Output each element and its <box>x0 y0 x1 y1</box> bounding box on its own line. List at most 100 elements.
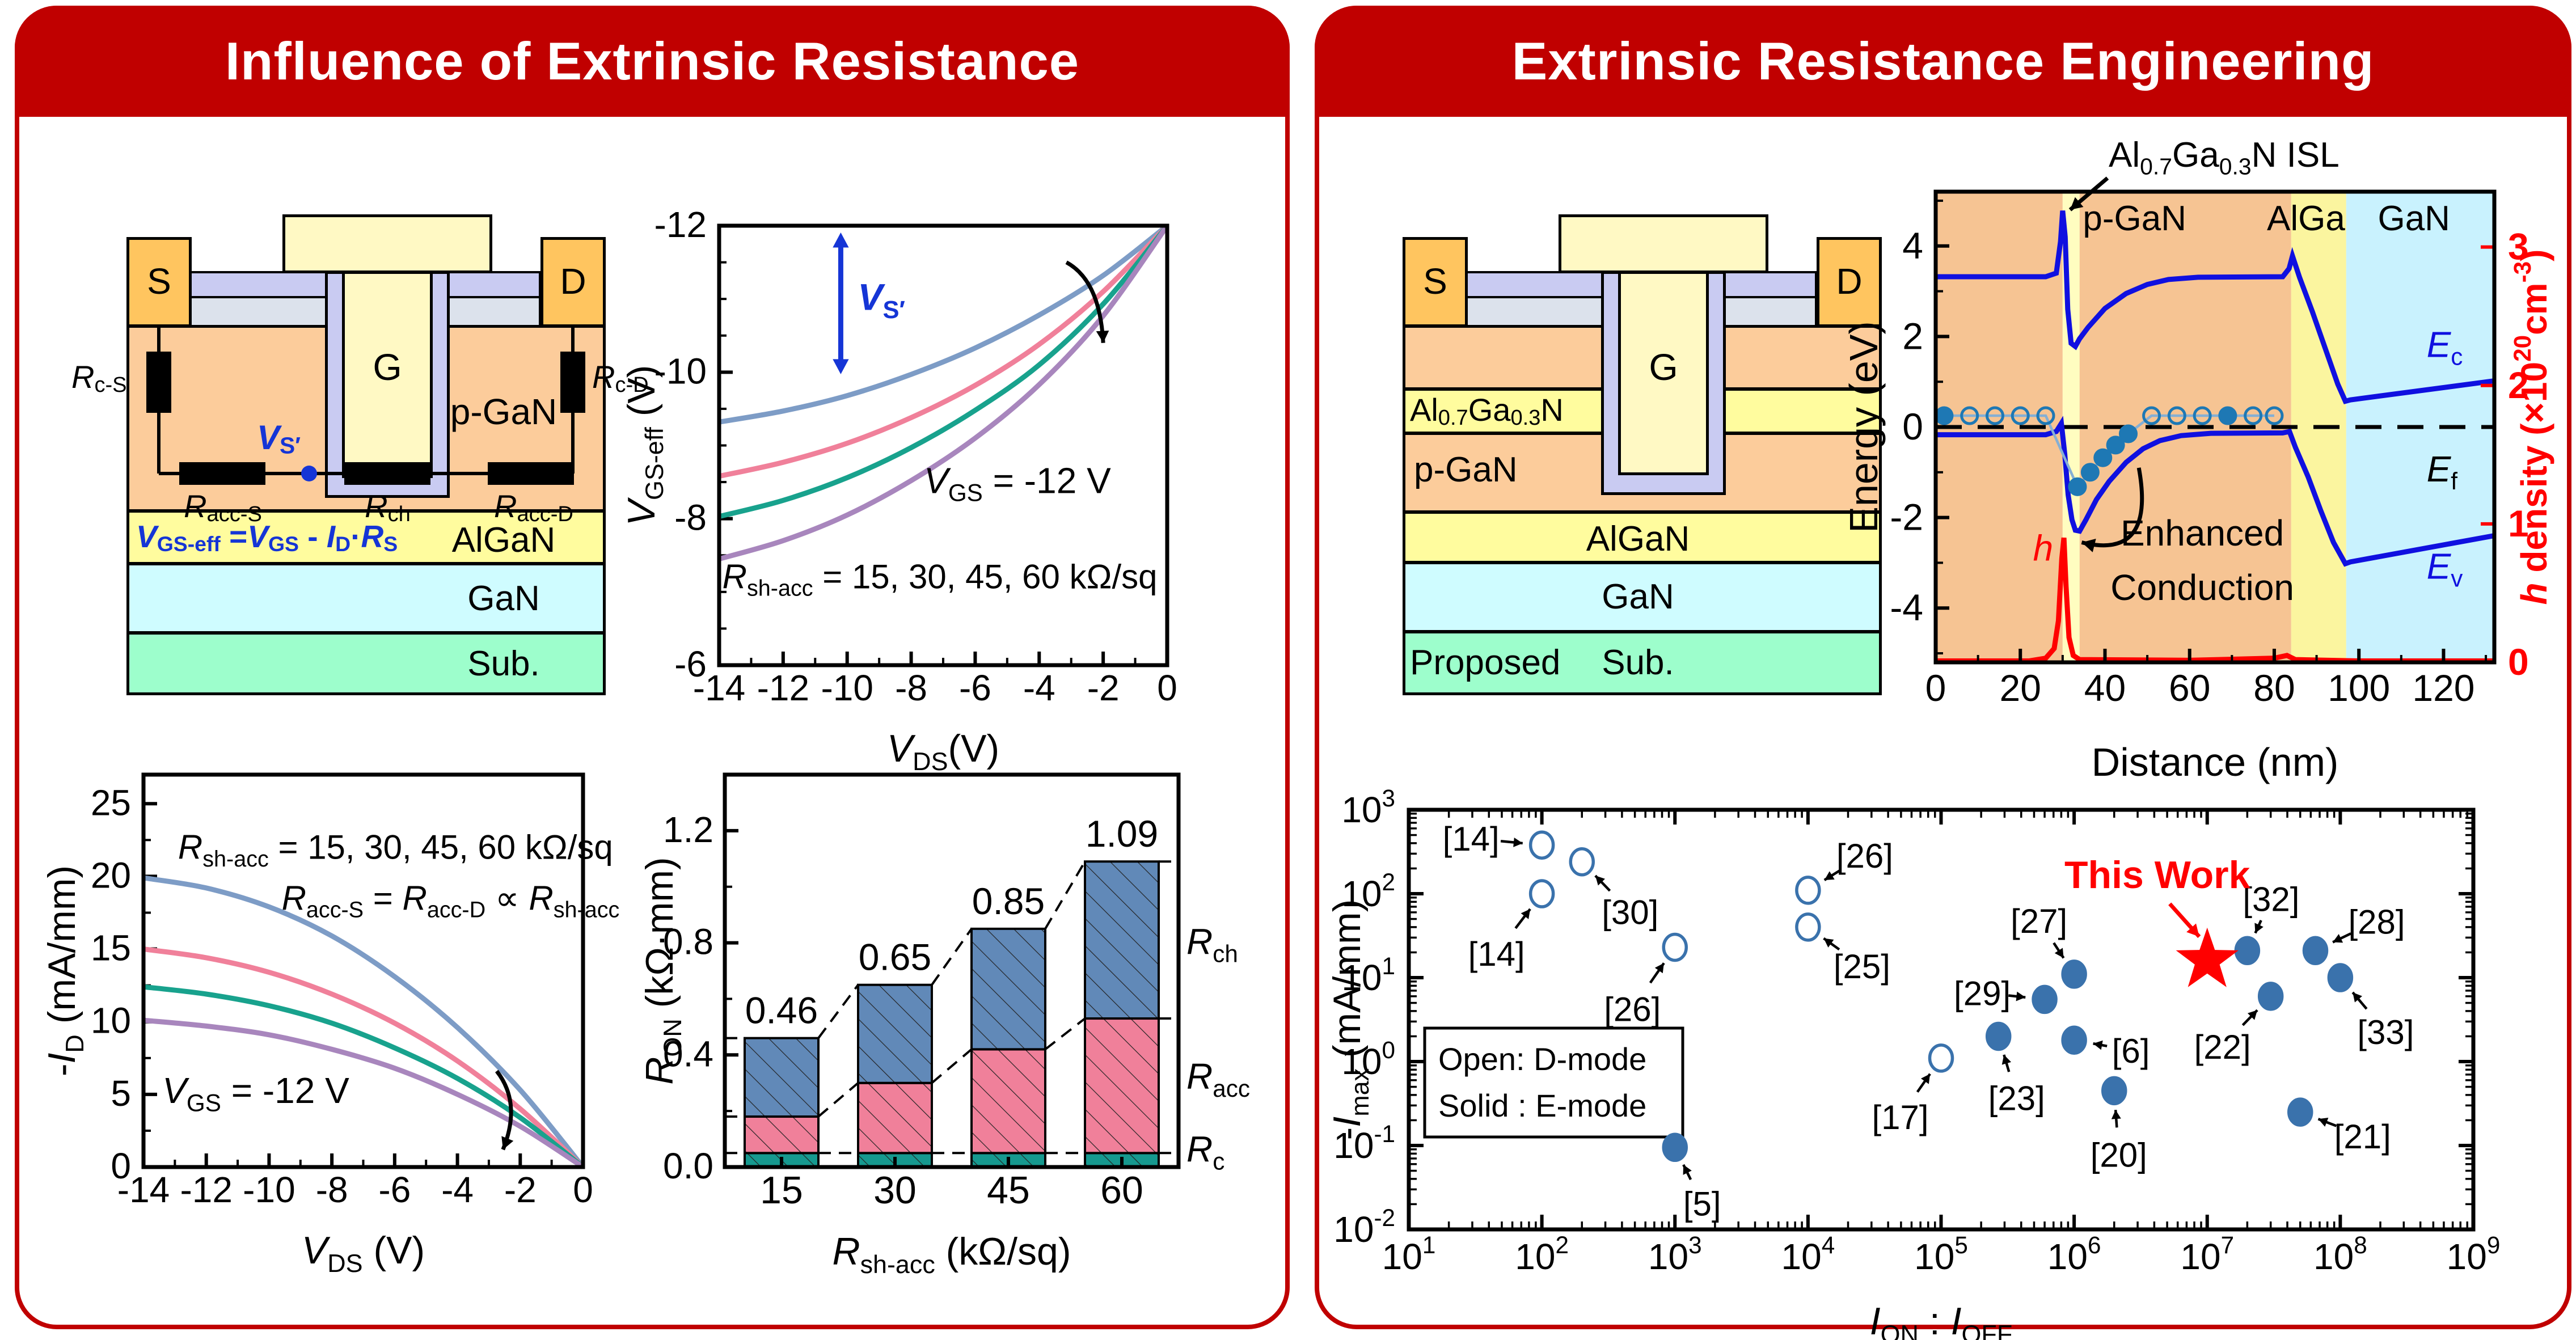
pgan-label: p-GaN <box>450 391 558 432</box>
svg-text:2: 2 <box>2508 364 2529 406</box>
resistor-rc-s <box>146 352 171 413</box>
scatter-point-[5] <box>1662 1132 1688 1163</box>
svg-text:[14]: [14] <box>1443 820 1500 858</box>
racc-d-label: Racc-D <box>494 488 573 527</box>
svg-text:Rsh-acc = 15, 30, 45, 60 kΩ/sq: Rsh-acc = 15, 30, 45, 60 kΩ/sq <box>723 557 1158 601</box>
svg-text:[26]: [26] <box>1604 990 1661 1028</box>
drain-contact <box>1817 237 1882 327</box>
svg-text:109: 109 <box>2447 1232 2501 1277</box>
svg-text:45: 45 <box>987 1169 1030 1212</box>
vgs-eff-equation: VGS-eff =VGS - ID·RS <box>136 519 398 556</box>
drain-label: D <box>560 261 586 302</box>
svg-text:-8: -8 <box>674 497 707 538</box>
scatter-point-[14] <box>1528 879 1555 908</box>
svg-text:60: 60 <box>1100 1169 1143 1212</box>
svg-text:0.65: 0.65 <box>859 936 931 978</box>
svg-text:Ef: Ef <box>2427 449 2458 494</box>
svg-text:25: 25 <box>91 782 131 823</box>
carrier-circle <box>2142 406 2161 425</box>
algan-label: AlGaN <box>451 521 556 560</box>
svg-text:[21]: [21] <box>2334 1118 2391 1156</box>
svg-text:101: 101 <box>1382 1232 1436 1277</box>
svg-text:Rc: Rc <box>1186 1128 1224 1174</box>
gate-label: G <box>1649 346 1678 388</box>
svg-text:[29]: [29] <box>1954 974 2011 1012</box>
svg-text:Rch: Rch <box>1186 921 1238 967</box>
panel-influence-title: Influence of Extrinsic Resistance <box>225 31 1080 91</box>
svg-text:15: 15 <box>760 1169 803 1212</box>
carrier-circle <box>1985 406 2004 425</box>
svg-text:Al0.7Ga0.3N ISL: Al0.7Ga0.3N ISL <box>2109 136 2339 180</box>
scatter-point-[29] <box>2032 984 2058 1014</box>
pgan-label: p-GaN <box>1414 450 1518 489</box>
svg-text:5: 5 <box>111 1073 131 1114</box>
sub-label: Sub. <box>1602 643 1674 682</box>
device-schematic-proposed: S D G Al0.7Ga0.3N p-GaN AlGaN GaN Propos… <box>1360 214 1916 696</box>
svg-text:[17]: [17] <box>1872 1098 1928 1136</box>
svg-text:p-GaN: p-GaN <box>2083 199 2186 238</box>
band-h-density <box>1936 537 2494 664</box>
panel-influence-header: Influence of Extrinsic Resistance <box>15 6 1290 117</box>
rc-s-label: Rc-S <box>71 359 127 398</box>
svg-text:-14: -14 <box>693 667 746 708</box>
svg-text:3: 3 <box>2508 226 2529 268</box>
rch-label: Rch <box>365 488 411 527</box>
svg-text:10-2: 10-2 <box>1333 1204 1395 1250</box>
svg-text:1: 1 <box>2508 502 2529 544</box>
svg-text:0.0: 0.0 <box>663 1145 713 1186</box>
source-contact <box>126 237 192 327</box>
source-contact <box>1403 237 1468 327</box>
svg-text:[22]: [22] <box>2194 1028 2251 1066</box>
ron-plot: 0.46 0.65 0.85 1.09 0.0 0.4 0.8 1.2 15 30 45 60 RON … <box>638 772 1250 1279</box>
resistor-rc-d <box>560 352 585 413</box>
svg-text:-12: -12 <box>757 667 810 708</box>
gate-label: G <box>373 346 402 388</box>
svg-text:VDS(V): VDS(V) <box>887 727 999 776</box>
carrier-circle <box>2167 406 2186 425</box>
scatter-point-[27] <box>2061 959 2087 989</box>
svg-text:[27]: [27] <box>2011 902 2067 940</box>
panel-engineering-title: Extrinsic Resistance Engineering <box>1511 31 2375 91</box>
vgs-series-0 <box>719 223 1169 425</box>
svg-text:VS′: VS′ <box>858 276 905 324</box>
svg-text:-6: -6 <box>378 1169 411 1210</box>
rc-d-label: Rc-D <box>592 359 649 398</box>
vgs-series-2 <box>718 224 1169 519</box>
device-schematic-conventional: S D G Rc-S Rc-D Racc-S Rch Racc-D VS′ VG… <box>71 214 649 696</box>
svg-text:[5]: [5] <box>1683 1185 1721 1223</box>
carrier-circle <box>2036 406 2055 425</box>
chart-vgs-eff-vs-vds: -14 -12 -10 -8 -6 -4 -2 0 -12 -10 -8 -6 VGS-eff (V) V… <box>620 204 1177 776</box>
svg-text:Ec: Ec <box>2427 324 2463 370</box>
gate-top-bar <box>282 214 492 273</box>
vgs-plot: -14 -12 -10 -8 -6 -4 -2 0 -12 -10 -8 -6 VGS-eff (V) V… <box>620 204 1177 776</box>
svg-text:-12: -12 <box>180 1169 233 1210</box>
panel-engineering-header: Extrinsic Resistance Engineering <box>1315 6 2571 117</box>
svg-text:0: 0 <box>573 1169 593 1210</box>
svg-text:-8: -8 <box>316 1169 348 1210</box>
scatter-point-[20] <box>2101 1076 2127 1106</box>
svg-text:10-1: 10-1 <box>1333 1121 1395 1166</box>
svg-text:60: 60 <box>2169 667 2210 709</box>
scatter-point-[23] <box>1985 1021 2012 1051</box>
svg-text:Racc-S = Racc-D ∝ Rsh-acc: Racc-S = Racc-D ∝ Rsh-acc <box>282 879 620 922</box>
svg-text:[20]: [20] <box>2091 1136 2147 1174</box>
svg-text:108: 108 <box>2313 1232 2367 1277</box>
svg-text:VGS = -12 V: VGS = -12 V <box>924 460 1111 506</box>
drain-contact <box>540 237 606 327</box>
source-label: S <box>1423 261 1447 302</box>
svg-text:-12: -12 <box>654 204 707 245</box>
svg-text:[28]: [28] <box>2348 903 2405 941</box>
resistor-racc-s <box>179 462 265 485</box>
svg-text:103: 103 <box>1341 785 1395 830</box>
scatter-point-[30] <box>1569 847 1595 877</box>
svg-text:100: 100 <box>2328 667 2390 709</box>
svg-text:Enhanced: Enhanced <box>2121 513 2284 553</box>
svg-text:-10: -10 <box>821 667 873 708</box>
svg-text:102: 102 <box>1341 869 1395 914</box>
scatter-point-[26] <box>1662 932 1688 962</box>
vgs-series-3 <box>718 224 1169 562</box>
svg-text:-4: -4 <box>1023 667 1055 708</box>
scatter-plot: 101 102 103 104 105 106 107 108 109 103 102 101 100 1… <box>1325 785 2500 1340</box>
svg-text:-2: -2 <box>1087 667 1120 708</box>
carrier-circle <box>2265 406 2284 425</box>
